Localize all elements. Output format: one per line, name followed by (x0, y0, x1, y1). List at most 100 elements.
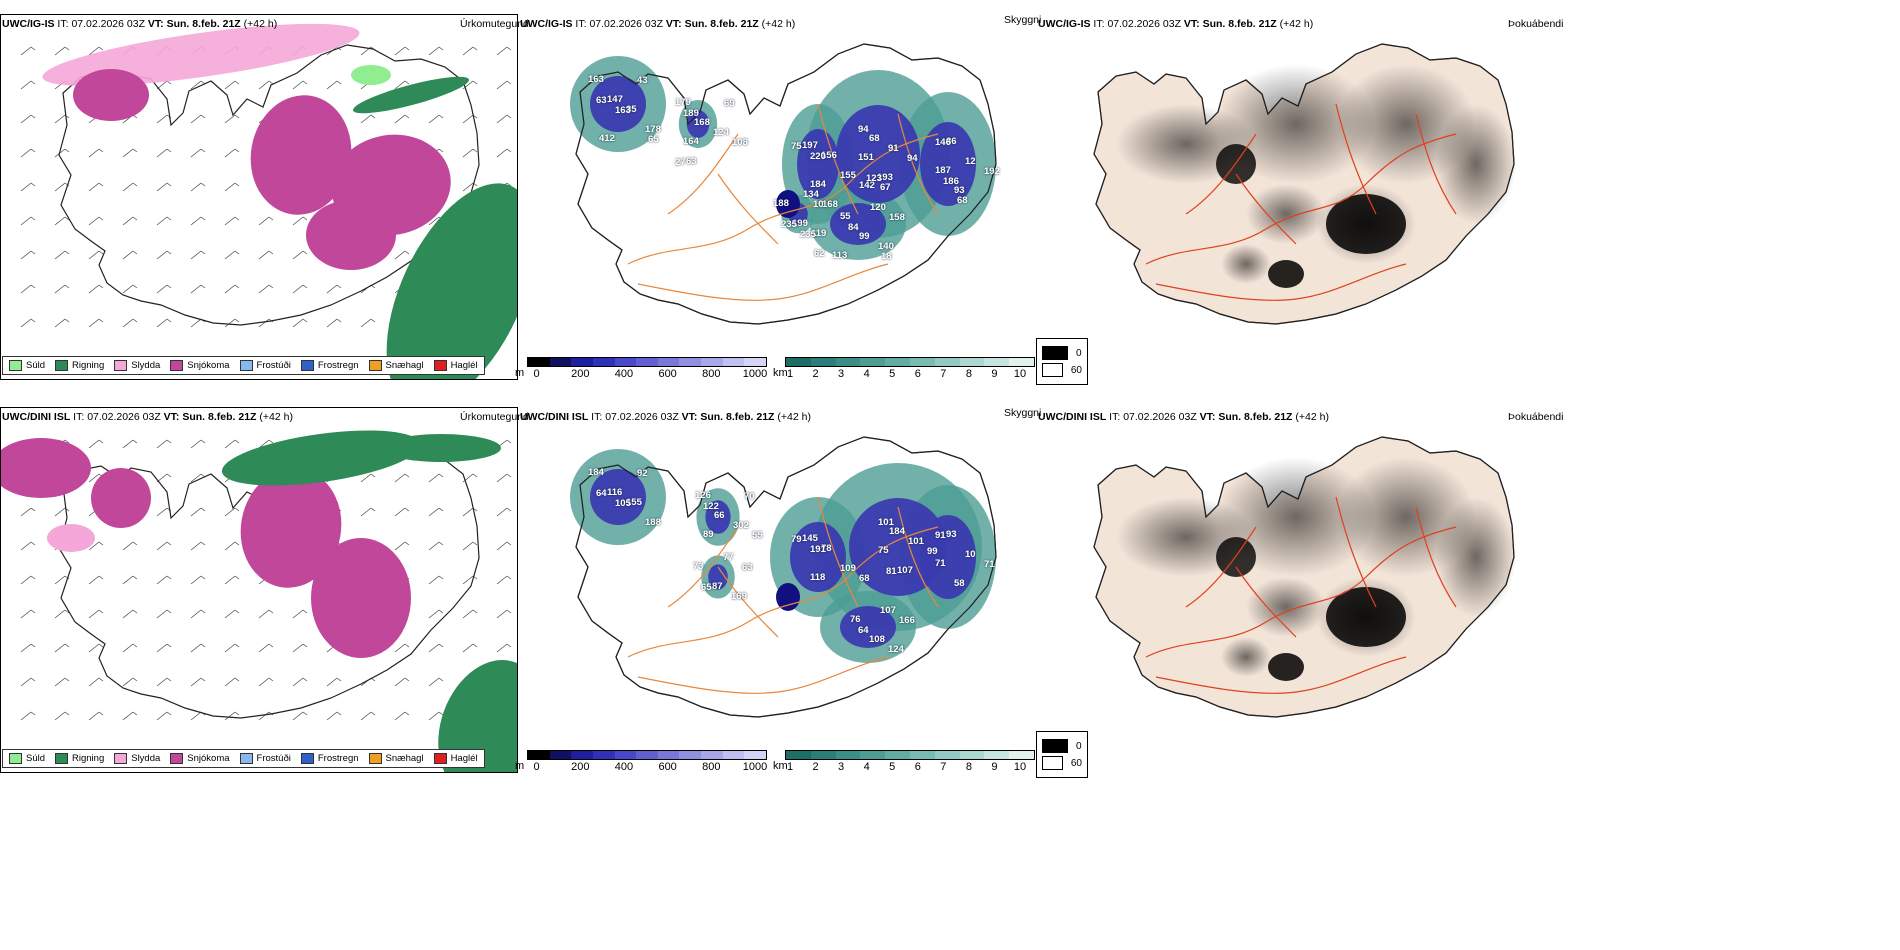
colorbar-tick-label: 9 (991, 761, 998, 773)
road-line (667, 526, 739, 608)
visibility-value-label: 164 (683, 136, 699, 147)
wind-barb-flag (370, 473, 376, 478)
colorbar-bin (614, 358, 637, 366)
legend-swatch (55, 360, 69, 371)
vt-value: Sun. 8.feb. 21Z (1202, 18, 1277, 30)
colorbar-strip (785, 750, 1035, 760)
wind-barb-flag (200, 609, 206, 614)
dense-fog-area (1326, 194, 1406, 254)
wind-barb (190, 473, 202, 483)
wind-barb-flag (404, 80, 410, 85)
wind-barb (122, 439, 134, 449)
wind-barb (462, 114, 474, 124)
wind-barb-flag (234, 609, 240, 614)
wind-barb-flag (98, 575, 104, 580)
legend-item: Frostregn (300, 360, 359, 371)
wind-barb-flag (506, 643, 512, 648)
wind-barb (190, 643, 202, 653)
precip-type-map-bottom (1, 430, 517, 772)
legend-swatch (170, 360, 184, 371)
wind-barb-flag (370, 318, 376, 323)
wind-barb-flag (30, 677, 36, 682)
wind-barb (462, 643, 474, 653)
visibility-m-area (790, 522, 846, 592)
colorbar-bin (614, 751, 637, 759)
it-value: 07.02.2026 03Z (87, 411, 161, 423)
wind-barb-flag (64, 318, 70, 323)
visibility-value-label: 113 (832, 250, 848, 261)
precip-legend-top: Súld Rigning Slydda Snjókoma Frostúði Frostre… (2, 356, 485, 375)
wind-barb (292, 711, 304, 721)
legend-label: Snæhagl (385, 360, 424, 371)
legend-item: Frostúði (239, 753, 291, 764)
dense-fog-area (1268, 653, 1304, 681)
wind-barb (88, 643, 100, 653)
wind-barb-flag (200, 250, 206, 255)
wind-barb-flag (98, 643, 104, 648)
rain-area (221, 430, 421, 486)
visibility-m-area (920, 122, 976, 206)
colorbar-bin (786, 358, 811, 366)
rain-area (386, 183, 517, 379)
visibility-value-label: 140 (878, 241, 894, 252)
header-top-1: UWC/IG-IS IT: 07.02.2026 03Z VT: Sun. 8.… (2, 18, 277, 30)
wind-barb (428, 541, 440, 551)
fog-legend-row: 60 (1042, 756, 1082, 770)
wind-barb-flag (200, 439, 206, 444)
visibility-m-area (920, 515, 976, 599)
rain-area (352, 76, 470, 114)
snow-area (91, 468, 151, 528)
visibility-value-label: 89 (703, 529, 714, 540)
wind-barb (462, 609, 474, 619)
wind-barb-flag (200, 677, 206, 682)
wind-barb-flag (506, 541, 512, 546)
wind-barb (20, 148, 32, 158)
wind-barb-flag (438, 575, 444, 580)
wind-barb (462, 46, 474, 56)
wind-barb-flag (98, 439, 104, 444)
wind-barb (224, 711, 236, 721)
wind-barb (258, 643, 270, 653)
wind-barb-flag (268, 439, 274, 444)
fog-legend-label: 0 (1076, 347, 1082, 359)
visibility-value-label: 12 (965, 156, 976, 167)
wind-barb-flag (336, 284, 342, 289)
wind-barb-flag (404, 114, 410, 119)
wind-barb (360, 507, 372, 517)
road-line (1335, 496, 1377, 608)
iceland-outline (1093, 43, 1515, 325)
wind-barb (20, 711, 32, 721)
colorbar-bin (722, 358, 745, 366)
vt-value: Sun. 8.feb. 21Z (684, 18, 759, 30)
visibility-value-label: 75 (878, 545, 889, 556)
colorbar-ticks: 1 2 3 4 5 6 7 8 9 10 (785, 368, 1035, 380)
wind-barb-flag (234, 643, 240, 648)
wind-barb (122, 711, 134, 721)
colorbar-strip (527, 357, 767, 367)
header-top-2: UWC/IG-IS IT: 07.02.2026 03Z VT: Sun. 8.… (520, 18, 795, 30)
wind-barb (292, 609, 304, 619)
colorbar-tick-label: 8 (965, 368, 972, 380)
wind-barb-flag (370, 114, 376, 119)
wind-barb-flag (438, 148, 444, 153)
legend-label: Súld (26, 753, 46, 764)
wind-barb-flag (234, 80, 240, 85)
wind-barb-flag (98, 318, 104, 323)
wind-barb-flag (98, 216, 104, 221)
wind-barb (360, 711, 372, 721)
wind-barb (122, 284, 134, 294)
road-line (637, 263, 889, 301)
colorbar-tick-label: 200 (571, 368, 590, 380)
wind-barb-flag (234, 216, 240, 221)
visibility-value-label: 235 (781, 219, 797, 230)
colorbar-tick-label: 2 (812, 368, 819, 380)
road-line (1335, 103, 1377, 215)
colorbar-tick-label: 1 (786, 761, 794, 773)
wind-barb-flag (30, 318, 36, 323)
fog-legend-label: 0 (1076, 740, 1082, 752)
colorbar-tick-label: 5 (889, 761, 896, 773)
wind-barb (428, 575, 440, 585)
wind-barb-flag (506, 609, 512, 614)
visibility-value-label: 67 (880, 182, 891, 193)
colorbar-unit: m (515, 760, 525, 772)
